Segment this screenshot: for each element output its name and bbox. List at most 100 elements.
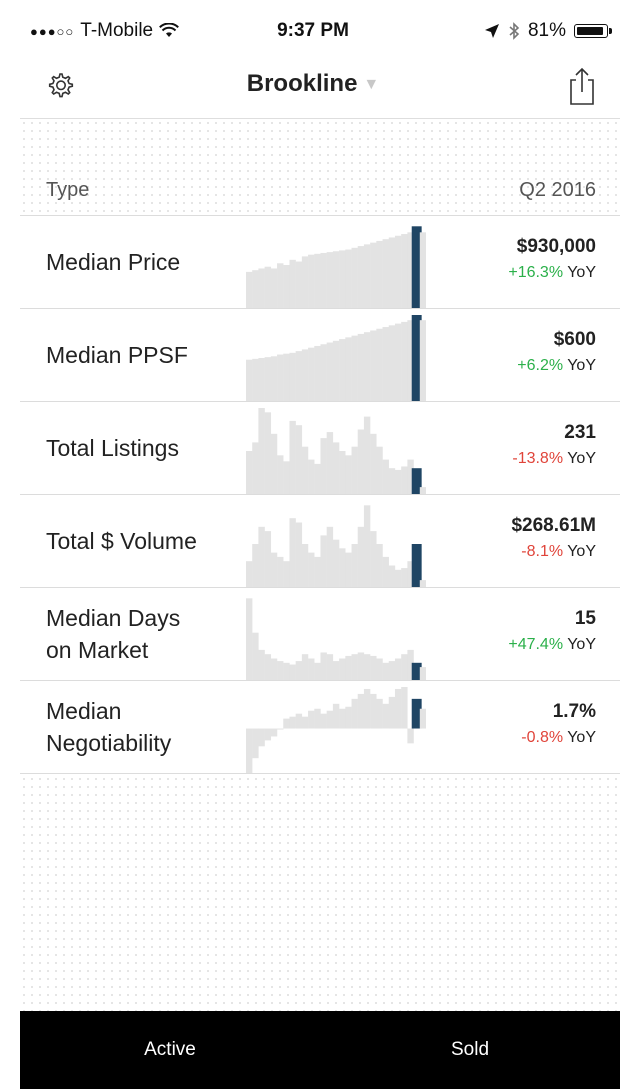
sparkline-bar: [289, 518, 296, 587]
sparkline-bar: [301, 654, 309, 680]
sparkline-bar: [357, 693, 365, 729]
tab-sold[interactable]: Sold: [320, 1011, 620, 1089]
metric-value: $600: [553, 329, 596, 350]
sparkline-bar: [270, 268, 278, 308]
sparkline-bar: [382, 327, 389, 401]
sparkline-bar: [314, 708, 321, 729]
sparkline-bar: [277, 661, 284, 680]
status-bar: ●●●○○ T-Mobile 9:37 PM 81%: [0, 0, 626, 44]
sparkline-bar: [326, 526, 334, 587]
gear-icon[interactable]: [44, 70, 76, 102]
sparkline-bar: [332, 251, 340, 308]
sparkline-bar: [388, 468, 396, 494]
sparkline-bar: [370, 330, 377, 401]
metric-row-median-negotiability[interactable]: Median Negotiability 1.7% -0.8% YoY: [20, 680, 620, 774]
sparkline-bar: [252, 270, 259, 308]
period-label[interactable]: Q2 2016: [519, 179, 596, 201]
metric-row-total-listings[interactable]: Total Listings 231 -13.8% YoY: [20, 401, 620, 494]
battery-level: [577, 27, 603, 35]
metric-label: Median Days on Market: [46, 605, 181, 663]
battery-icon: [574, 24, 612, 38]
sparkline-bar: [345, 337, 352, 401]
metric-row-median-ppsf[interactable]: Median PPSF $600 +6.2% YoY: [20, 308, 620, 401]
sparkline-current-bar: [411, 662, 422, 680]
sparkline-bar: [283, 662, 290, 680]
sparkline-bar: [258, 649, 265, 680]
sparkline-bar: [351, 446, 358, 494]
sparkline-bar: [363, 244, 371, 308]
sparkline-bar: [295, 661, 303, 680]
sparkline-bar: [258, 358, 265, 401]
sparkline-bar: [301, 544, 309, 587]
metric-value: $268.61M: [511, 515, 596, 536]
sparkline-bar: [351, 698, 358, 729]
nav-bar: Brookline ▼: [0, 52, 626, 118]
sparkline-bar: [308, 552, 315, 587]
share-icon[interactable]: [566, 66, 598, 106]
sparkline-bar: [314, 463, 321, 494]
sparkline-bar: [394, 688, 402, 729]
sparkline-bar: [252, 544, 259, 587]
sparkline-bar: [401, 321, 408, 401]
sparkline-bar: [376, 446, 383, 494]
sparkline-bar: [270, 658, 278, 680]
sparkline-bar: [382, 239, 389, 308]
sparkline-bar: [339, 548, 346, 587]
sparkline-bar: [283, 718, 290, 729]
sparkline-bar: [376, 328, 383, 401]
metric-change: +6.2% YoY: [517, 357, 596, 374]
sparkline-bar: [258, 268, 265, 308]
tab-label: Sold: [450, 1039, 490, 1060]
sparkline-bar: [339, 658, 346, 680]
sparkline-bar: [264, 531, 272, 587]
sparkline-bar: [314, 345, 321, 401]
sparkline-bar: [382, 556, 389, 587]
sparkline-bar: [246, 598, 253, 680]
sparkline-bar: [345, 455, 352, 494]
sparkline-bar: [407, 649, 414, 680]
location-selector[interactable]: Brookline ▼: [0, 70, 626, 98]
sparkline-bar: [326, 342, 334, 401]
sparkline-bar: [407, 459, 414, 494]
sparkline-bar: [277, 728, 284, 730]
metric-row-median-price[interactable]: Median Price $930,000 +16.3% YoY: [20, 215, 620, 308]
sparkline-bar: [401, 568, 408, 587]
sparkline-bar: [345, 655, 352, 680]
sparkline-bar: [401, 234, 408, 308]
sparkline-bar: [295, 351, 303, 401]
sparkline-bar: [345, 552, 352, 587]
sparkline-bar: [357, 526, 365, 587]
sparkline-bar: [388, 661, 396, 680]
wifi-icon: [159, 23, 180, 37]
sparkline-bar: [419, 232, 426, 308]
metric-change: -8.1% YoY: [521, 543, 596, 560]
sparkline-bar: [264, 728, 272, 741]
sparkline-bar: [308, 658, 315, 680]
sparkline-chart: [246, 687, 426, 773]
sparkline-bar: [301, 716, 309, 729]
carrier-name: T-Mobile: [80, 20, 154, 41]
sparkline-bar: [320, 438, 327, 494]
sparkline-chart: [246, 408, 426, 494]
sparkline-bar: [246, 728, 253, 773]
metric-label: Median Price: [46, 249, 181, 275]
metric-row-median-days-on-market[interactable]: Median Days on Market 15 +47.4% YoY: [20, 587, 620, 680]
metric-change: +47.4% YoY: [508, 636, 596, 653]
tab-active[interactable]: Active: [20, 1011, 320, 1089]
sparkline-chart: [246, 226, 426, 308]
sparkline-bar: [401, 466, 408, 494]
sparkline-bar: [264, 357, 272, 401]
sparkline-bar: [376, 698, 383, 729]
sparkline-bar: [289, 259, 296, 308]
sparkline-bar: [252, 358, 259, 401]
sparkline-bar: [419, 667, 426, 680]
sparkline-bar: [270, 356, 278, 401]
sparkline-bar: [363, 505, 371, 587]
sparkline-bar: [252, 632, 259, 680]
sparkline-bar: [326, 710, 334, 729]
sparkline-bar: [351, 654, 358, 680]
type-column-header: Type: [46, 179, 90, 201]
metric-row-total-volume[interactable]: Total $ Volume $268.61M -8.1% YoY: [20, 494, 620, 587]
sparkline-bar: [407, 232, 414, 308]
sparkline-bar: [382, 662, 389, 680]
